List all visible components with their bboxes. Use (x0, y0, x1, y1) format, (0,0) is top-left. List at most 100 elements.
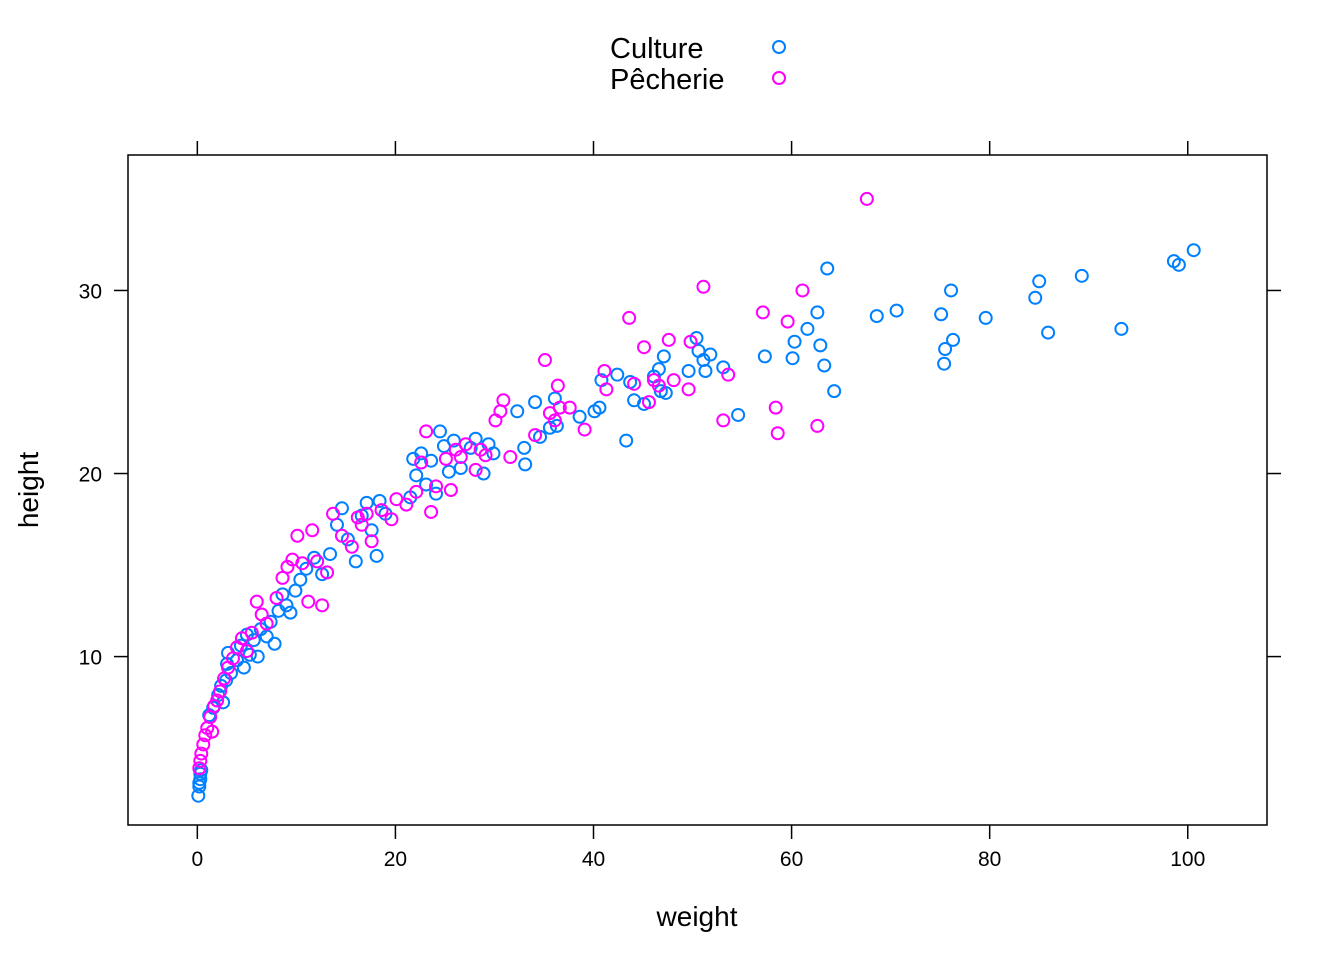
data-point (441, 464, 456, 479)
data-point (528, 428, 543, 443)
data-point (780, 314, 795, 329)
data-point (205, 724, 220, 739)
data-point (820, 261, 835, 276)
legend: Culture Pêcherie (610, 33, 786, 96)
data-point (651, 378, 666, 393)
data-point (350, 510, 365, 525)
data-point (787, 334, 802, 349)
data-point (295, 556, 310, 571)
data-point (453, 461, 468, 476)
x-tick-label: 0 (191, 848, 203, 871)
data-point (414, 455, 429, 470)
data-point (562, 400, 577, 415)
data-point (1186, 243, 1201, 258)
data-point (827, 384, 842, 399)
x-tick-label: 80 (978, 848, 1001, 871)
x-axis-title: weight (656, 901, 738, 932)
data-point (869, 309, 884, 324)
data-point (731, 407, 746, 422)
data-point (210, 693, 225, 708)
data-point (419, 477, 434, 492)
data-point (414, 446, 429, 461)
data-point (468, 462, 483, 477)
data-point (196, 737, 211, 752)
data-point (938, 342, 953, 357)
data-point (810, 305, 825, 320)
data-point (503, 450, 518, 465)
data-point (889, 303, 904, 318)
data-point (409, 468, 424, 483)
data-point (305, 523, 320, 538)
data-point (267, 636, 282, 651)
data-point (359, 506, 374, 521)
data-point (517, 440, 532, 455)
data-point (269, 591, 284, 606)
data-point (198, 728, 213, 743)
data-point (813, 338, 828, 353)
data-point (301, 594, 316, 609)
data-point (239, 644, 254, 659)
data-point (937, 356, 952, 371)
series-pecherie (192, 191, 874, 776)
data-point (934, 307, 949, 322)
data-point (641, 395, 656, 410)
data-point (310, 554, 325, 569)
data-point (859, 191, 874, 206)
data-point (550, 378, 565, 393)
data-point (307, 550, 322, 565)
data-point (537, 353, 552, 368)
series-culture (191, 243, 1201, 803)
data-point (429, 479, 444, 494)
data-point (443, 483, 458, 497)
data-point (651, 362, 666, 377)
data-point (409, 484, 424, 499)
legend-label-culture: Culture (610, 33, 704, 65)
data-point (577, 422, 592, 437)
data-point (279, 598, 294, 613)
legend-marker-pecherie (772, 71, 786, 85)
data-point (721, 367, 736, 382)
data-point (429, 486, 444, 501)
data-point (552, 400, 567, 415)
data-point (768, 400, 783, 415)
x-tick-label: 40 (582, 848, 605, 871)
data-point (364, 534, 379, 549)
data-point (399, 497, 414, 512)
data-point (547, 413, 562, 428)
data-point (478, 448, 493, 463)
data-point (944, 283, 959, 298)
data-point (528, 395, 543, 410)
data-point (438, 451, 453, 466)
data-point (374, 503, 389, 518)
data-point (1028, 290, 1043, 305)
data-point (283, 605, 298, 620)
data-point (510, 404, 525, 419)
y-tick-label: 30 (79, 280, 102, 303)
data-point (622, 310, 637, 325)
axis-tick-labels: 0 20 40 60 80 100 10 20 30 (79, 280, 1206, 871)
data-point (770, 426, 785, 441)
data-point (453, 450, 468, 465)
data-point (698, 364, 713, 379)
data-point (315, 598, 330, 613)
x-tick-label: 60 (780, 848, 803, 871)
legend-marker-culture (772, 40, 786, 54)
data-point (592, 400, 607, 415)
data-point (348, 554, 363, 569)
data-point (213, 684, 228, 699)
data-point (757, 349, 772, 364)
data-point (320, 565, 335, 580)
legend-label-pecherie: Pêcherie (610, 64, 724, 96)
data-point (716, 413, 731, 428)
data-point (658, 385, 673, 400)
data-point (1114, 321, 1129, 336)
data-point (194, 763, 209, 778)
plot-frame (127, 154, 1268, 826)
data-point (334, 501, 349, 516)
data-point (344, 539, 359, 554)
y-axis-title: height (13, 452, 44, 529)
data-point (1171, 257, 1186, 272)
data-point (810, 418, 825, 433)
data-point (800, 321, 815, 336)
